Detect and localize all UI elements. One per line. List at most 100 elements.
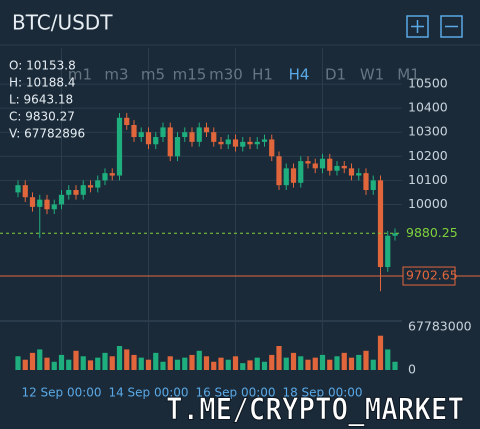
candle-body xyxy=(218,141,224,145)
zoom-out-button[interactable] xyxy=(440,15,463,38)
x-tick-label: 16 Sep 00:00 xyxy=(195,386,275,400)
volume-bar xyxy=(363,350,369,370)
candle-body xyxy=(211,132,217,142)
timeframe-button[interactable]: D1 xyxy=(325,66,346,84)
candle-body xyxy=(276,156,282,186)
candle-body xyxy=(232,139,239,147)
pair-title: BTC/USDT xyxy=(12,11,113,35)
candle-body xyxy=(160,127,166,138)
volume-bar xyxy=(58,354,65,370)
volume-bar xyxy=(73,350,79,370)
y-tick-label: 10000 xyxy=(408,196,448,211)
candle-body xyxy=(44,199,50,210)
candle-body xyxy=(203,127,210,133)
candle-body xyxy=(51,204,57,210)
candle-body xyxy=(124,117,130,125)
candle-body xyxy=(283,168,289,186)
candle-body xyxy=(261,139,268,142)
volume-bar xyxy=(269,354,275,370)
candle-body xyxy=(305,161,311,164)
candle-body xyxy=(37,199,43,207)
volume-bar xyxy=(66,359,72,370)
ohlcv-info: O: 10153.8 xyxy=(9,59,76,73)
candle-body xyxy=(377,180,384,268)
volume-bar xyxy=(276,346,282,370)
volume-bar xyxy=(109,356,115,370)
volume-bar xyxy=(305,359,311,370)
volume-bar xyxy=(356,354,362,370)
timeframe-button[interactable]: H1 xyxy=(252,66,273,84)
volume-bar xyxy=(319,354,326,370)
candle-body xyxy=(29,197,36,207)
volume-bar xyxy=(334,356,340,370)
volume-bar xyxy=(240,363,246,370)
volume-bar xyxy=(174,359,181,370)
y-tick-label: 10200 xyxy=(408,148,448,163)
volume-tick-label: 67783000 xyxy=(408,319,472,334)
volume-bar xyxy=(312,357,318,370)
volume-bar xyxy=(87,360,94,370)
timeframe-button[interactable]: M1 xyxy=(397,66,420,84)
volume-bar xyxy=(102,352,108,370)
volume-bar xyxy=(218,357,224,370)
candle-body xyxy=(109,173,115,176)
candle-body xyxy=(269,139,275,157)
timeframe-button[interactable]: m1 xyxy=(68,66,92,84)
y-tick-label: 10300 xyxy=(408,124,448,139)
volume-bar xyxy=(80,356,86,370)
volume-bar xyxy=(116,346,123,370)
volume-bar xyxy=(247,360,253,370)
candle-body xyxy=(225,139,231,145)
candle-body xyxy=(167,127,173,157)
volume-bar xyxy=(298,356,304,370)
y-tick-label: 10100 xyxy=(408,172,448,187)
volume-bar xyxy=(145,359,152,370)
volume-bar xyxy=(124,349,130,370)
candle-body xyxy=(240,141,246,147)
volume-bar xyxy=(189,354,195,370)
candle-body xyxy=(290,168,297,183)
volume-bar xyxy=(15,356,21,370)
y-tick-label: 10500 xyxy=(408,76,448,91)
candle-body xyxy=(102,173,108,181)
ohlcv-info: V: 67782896 xyxy=(9,127,85,141)
timeframe-button[interactable]: m15 xyxy=(173,66,207,84)
candle-body xyxy=(254,141,260,145)
timeframe-button[interactable]: H4 xyxy=(289,66,310,84)
ohlcv-info: C: 9830.27 xyxy=(9,110,75,124)
volume-bar xyxy=(232,356,239,370)
candle-body xyxy=(116,117,123,176)
candle-body xyxy=(247,141,253,145)
candle-body xyxy=(80,185,86,195)
volume-bar xyxy=(290,352,297,370)
candle-body xyxy=(182,132,188,138)
volume-bar xyxy=(385,349,391,370)
candle-body xyxy=(392,233,398,236)
volume-bar xyxy=(283,357,289,370)
candle-body xyxy=(327,158,333,171)
volume-bar xyxy=(370,359,376,370)
candle-body xyxy=(87,185,94,188)
volume-bar xyxy=(51,361,57,370)
volume-tick-label: 0 xyxy=(408,362,416,377)
candle-body xyxy=(363,173,369,190)
candle-body xyxy=(145,132,152,145)
zoom-in-button[interactable] xyxy=(406,15,429,38)
candle-body xyxy=(196,127,202,142)
timeframe-button[interactable]: W1 xyxy=(360,66,384,84)
volume-bar xyxy=(138,357,144,370)
candle-body xyxy=(73,190,79,195)
volume-bar xyxy=(261,361,268,370)
candle-body xyxy=(385,235,391,268)
candle-body xyxy=(22,185,28,198)
timeframe-button[interactable]: m30 xyxy=(209,66,243,84)
timeframe-button[interactable]: m5 xyxy=(141,66,165,84)
price-tag-box xyxy=(402,266,456,286)
volume-bar xyxy=(392,361,398,370)
volume-bar xyxy=(348,357,355,370)
timeframe-button[interactable]: m3 xyxy=(104,66,128,84)
volume-bar xyxy=(254,357,260,370)
candle-body xyxy=(131,125,137,138)
volume-bar xyxy=(95,357,101,370)
